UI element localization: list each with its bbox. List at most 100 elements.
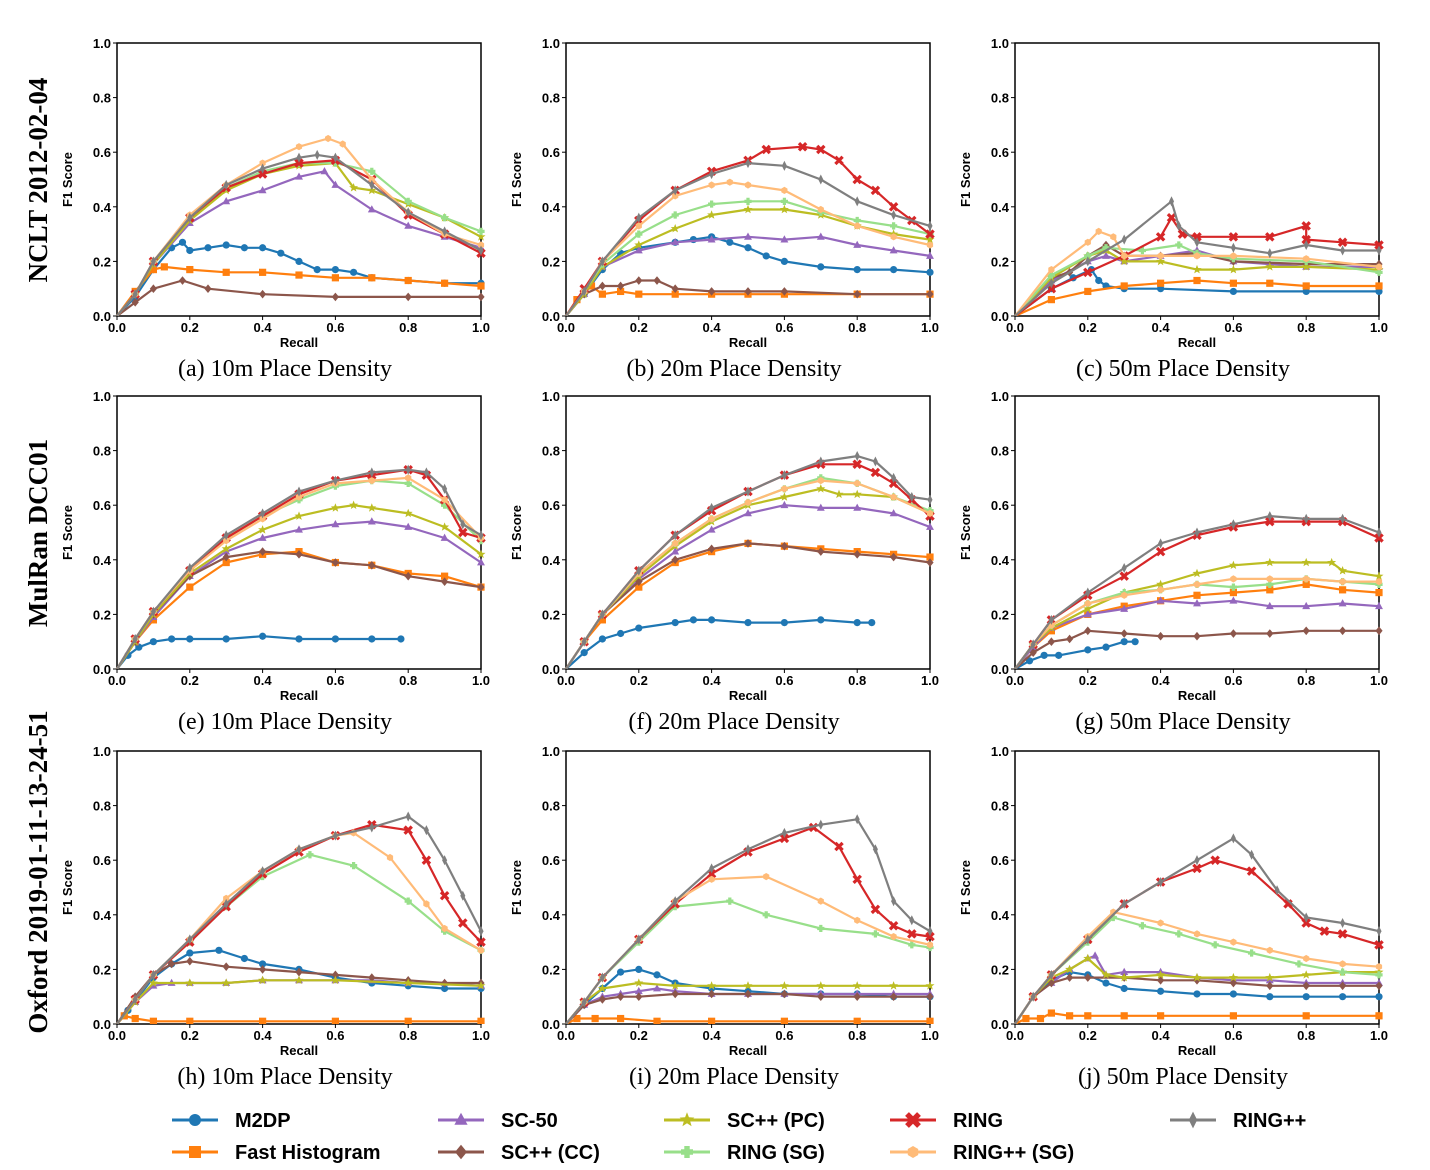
row-label-mulran: MulRan DCC01	[23, 439, 53, 627]
data-point	[1230, 252, 1237, 260]
data-point	[762, 252, 770, 260]
series-line-ring-sg	[1014, 577, 1379, 669]
data-point	[872, 844, 878, 855]
data-point	[1339, 968, 1347, 976]
data-point	[294, 975, 304, 985]
data-point	[1302, 1012, 1310, 1020]
data-point	[870, 904, 881, 915]
subplot-caption: (b) 20m Place Density	[626, 356, 841, 382]
data-point	[1327, 557, 1337, 567]
data-point	[1047, 296, 1055, 304]
data-point	[168, 635, 176, 643]
subplot-6: 0.00.0 0.2 0.2 0.4 0.4 0.6 0.6 0.8 0.8 1.0 1.0 Reca…	[958, 389, 1388, 735]
series-ring	[116, 149, 484, 316]
data-point	[726, 178, 733, 186]
subplot-1: 0.00.0 0.2 0.2 0.4 0.4 0.6 0.6 0.8 0.8 1.0 1.0 Reca…	[60, 36, 490, 382]
subplot-caption: (j) 50m Place Density	[1078, 1064, 1288, 1090]
data-point	[1302, 287, 1310, 296]
data-point	[277, 249, 285, 257]
data-point	[1374, 940, 1384, 950]
data-point	[1303, 239, 1309, 251]
data-point	[476, 232, 486, 241]
y-tick-label: 0.0	[991, 309, 1009, 324]
data-point	[598, 635, 607, 643]
data-point	[222, 635, 230, 643]
data-point	[330, 975, 340, 985]
legend-label: M2DP	[235, 1110, 291, 1132]
series-ring	[116, 811, 484, 1024]
data-point	[368, 560, 376, 570]
data-point	[368, 167, 376, 175]
data-point	[1119, 571, 1129, 581]
data-point	[369, 179, 375, 190]
series-fast-histogram	[1014, 580, 1383, 669]
subplot-5: 0.00.0 0.2 0.2 0.4 0.4 0.6 0.6 0.8 0.8 1.0 1.0 Reca…	[509, 389, 939, 735]
series-fast-histogram	[565, 1014, 934, 1024]
data-point	[1229, 279, 1237, 287]
y-tick-label: 0.2	[93, 254, 111, 269]
subplot-caption: (f) 20m Place Density	[628, 709, 839, 735]
legend-item-sc-pc: SC++ (PC)	[664, 1110, 825, 1132]
data-point	[1193, 580, 1201, 588]
data-point	[222, 962, 230, 971]
data-point	[1121, 562, 1127, 574]
data-point	[591, 1014, 599, 1023]
data-point	[672, 192, 679, 200]
data-point	[1047, 1009, 1055, 1017]
series-line-ring-sg	[116, 853, 482, 1024]
series-line-m2dp	[116, 635, 401, 669]
data-point	[1176, 220, 1182, 231]
data-point	[1229, 1012, 1237, 1020]
data-point	[1084, 626, 1092, 636]
data-point	[634, 986, 643, 995]
data-point	[872, 456, 878, 467]
data-point	[853, 216, 861, 225]
data-point	[1084, 1012, 1092, 1020]
x-axis-label: Recall	[280, 1043, 318, 1058]
data-point	[441, 984, 449, 993]
data-point	[132, 994, 138, 1005]
x-tick-label: 1.0	[1370, 320, 1388, 335]
data-point	[635, 222, 642, 230]
y-tick-label: 0.8	[542, 799, 560, 814]
data-point	[1339, 586, 1347, 594]
data-point	[853, 503, 862, 511]
data-point	[671, 555, 679, 565]
y-tick-label: 0.4	[991, 200, 1010, 215]
data-point	[779, 833, 790, 844]
y-tick-label: 0.8	[93, 799, 111, 814]
data-point	[1301, 557, 1311, 567]
y-tick-label: 0.6	[542, 853, 560, 868]
data-point	[442, 855, 448, 866]
y-axis-label: F1 Score	[958, 505, 973, 560]
x-tick-label: 0.2	[630, 1028, 648, 1043]
data-point	[296, 844, 302, 855]
data-point	[439, 890, 450, 901]
data-point	[223, 179, 229, 190]
data-point	[1175, 241, 1183, 249]
data-point	[761, 144, 771, 155]
x-tick-label: 0.2	[1079, 320, 1097, 335]
x-tick-label: 0.0	[557, 320, 575, 335]
data-point	[259, 547, 267, 556]
data-point	[689, 616, 698, 624]
y-tick-label: 1.0	[93, 389, 111, 404]
data-point	[1340, 513, 1346, 524]
data-point	[1119, 256, 1129, 266]
data-point	[907, 929, 917, 939]
x-tick-label: 0.8	[1297, 320, 1315, 335]
axes-frame	[565, 750, 931, 1025]
data-point	[367, 517, 376, 525]
data-point	[223, 894, 230, 902]
legend-label: Fast Histogram	[235, 1142, 381, 1164]
data-point	[131, 298, 139, 307]
data-point	[834, 155, 844, 166]
data-point	[763, 873, 770, 881]
data-point	[1266, 586, 1274, 594]
data-point	[635, 583, 643, 591]
data-point	[1085, 256, 1091, 267]
x-tick-label: 0.4	[1152, 673, 1171, 688]
data-point	[726, 897, 734, 905]
series-ring	[565, 451, 933, 669]
data-point	[1156, 256, 1166, 266]
